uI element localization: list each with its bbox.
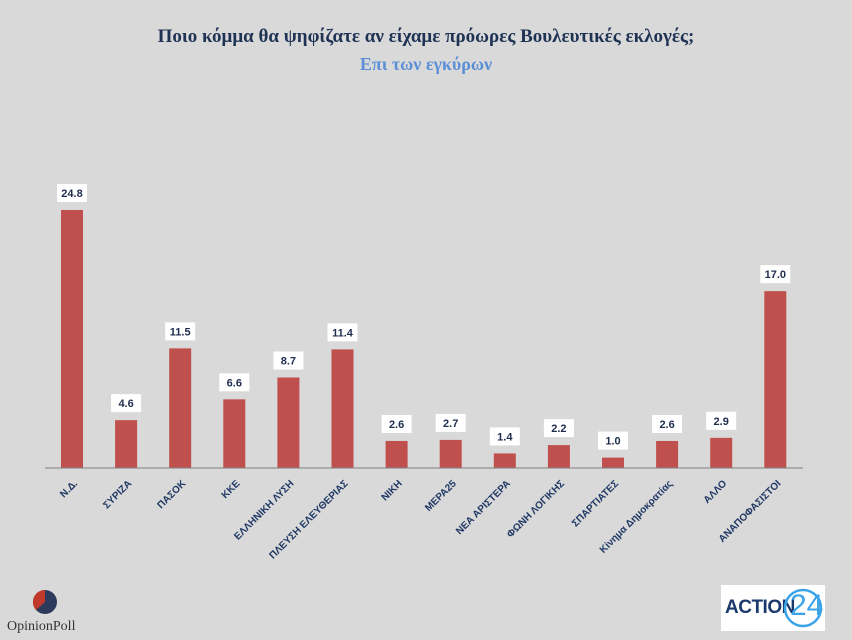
bar-11 (656, 440, 679, 468)
data-label-box-3 (219, 373, 250, 392)
bar-1 (115, 420, 138, 468)
action24-ring (783, 588, 823, 628)
data-label-box-2 (165, 322, 196, 341)
category-label-10: ΣΠΑΡΤΙΑΤΕΣ (570, 478, 621, 529)
data-label-box-0 (57, 184, 87, 202)
bar-10 (602, 457, 624, 468)
bar-0 (61, 210, 83, 468)
bar-3 (223, 399, 246, 468)
bar-12 (710, 437, 733, 468)
data-label-box-9 (543, 419, 574, 438)
category-label-8: ΝΕΑ ΑΡΙΣΤΕΡΑ (454, 478, 513, 537)
bar-9 (547, 445, 570, 468)
category-label-3: ΚΚΕ (220, 478, 243, 501)
action24-number: 24 (790, 589, 824, 622)
data-label-11: 2.6 (659, 419, 674, 431)
data-label-8: 1.4 (497, 431, 513, 443)
data-label-10: 1.0 (605, 436, 620, 448)
chart-subtitle: Επι των εγκύρων (359, 54, 493, 74)
data-label-13: 17.0 (765, 269, 786, 281)
data-label-2: 11.5 (170, 326, 191, 338)
data-label-3: 6.6 (227, 377, 242, 389)
data-label-box-11 (652, 414, 683, 433)
bar-2 (169, 348, 192, 468)
data-label-5: 11.4 (332, 327, 354, 339)
data-label-1: 4.6 (118, 398, 133, 410)
category-label-4: ΕΛΛΗΝΙΚΗ ΛΥΣΗ (232, 478, 296, 542)
data-label-box-6 (381, 414, 412, 433)
chart-title: Ποιο κόμμα θα ψηφίζατε αν είχαμε πρόωρες… (157, 26, 695, 47)
bar-7 (439, 439, 462, 468)
data-label-12: 2.9 (714, 416, 729, 428)
bar-4 (277, 377, 300, 468)
data-label-box-1 (111, 394, 142, 413)
data-label-0: 24.8 (61, 188, 82, 200)
data-label-9: 2.2 (551, 423, 566, 435)
action24-logo: ACTION 24 (721, 585, 825, 631)
action24-wordmark: ACTION (725, 597, 795, 618)
bar-8 (493, 453, 516, 468)
data-label-box-4 (273, 351, 304, 370)
data-label-7: 2.7 (443, 418, 458, 430)
data-label-box-7 (435, 413, 466, 432)
bar-6 (385, 440, 408, 468)
bar-5 (331, 349, 354, 468)
category-label-6: ΝΙΚΗ (380, 478, 405, 503)
data-label-box-8 (489, 427, 520, 446)
category-label-9: ΦΩΝΗ ΛΟΓΙΚΗΣ (505, 478, 567, 540)
data-label-6: 2.6 (389, 419, 404, 431)
data-label-4: 8.7 (281, 355, 296, 367)
category-label-0: Ν.Δ. (58, 478, 80, 500)
category-label-7: ΜΕΡΑ25 (423, 478, 459, 514)
opinion-poll-wordmark: OpinionPoll (7, 619, 76, 634)
category-label-12: ΑΛΛΟ (702, 478, 730, 506)
category-label-2: ΠΑΣΟΚ (155, 478, 188, 511)
data-label-box-12 (706, 411, 737, 430)
data-label-box-13 (760, 265, 791, 284)
data-label-box-5 (327, 323, 358, 342)
category-label-1: ΣΥΡΙΖΑ (101, 478, 134, 511)
opinion-poll-logo (32, 589, 57, 614)
bar-13 (764, 291, 787, 468)
data-label-box-10 (598, 431, 628, 450)
